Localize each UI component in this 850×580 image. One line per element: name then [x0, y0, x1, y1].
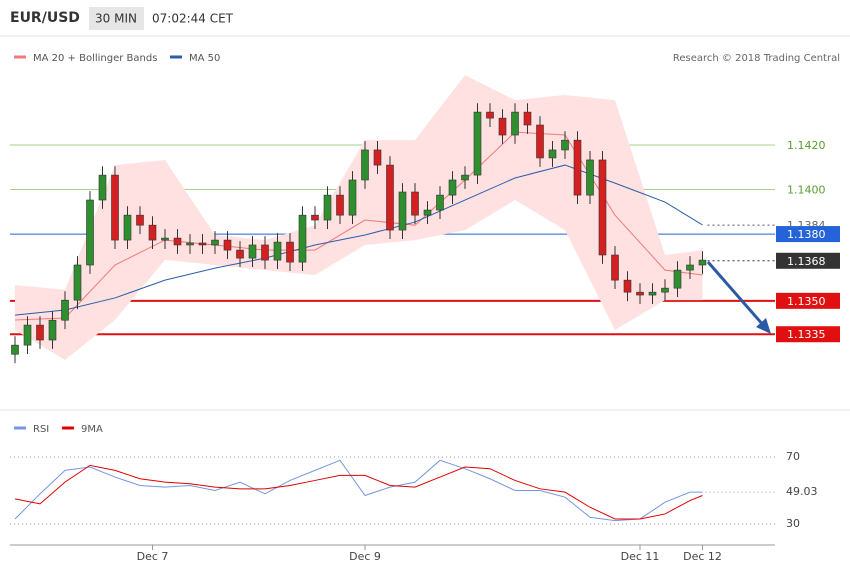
- candle-body: [336, 194, 344, 216]
- candle-body: [286, 241, 294, 263]
- candle-body: [11, 344, 19, 355]
- candle-body: [23, 324, 32, 346]
- candle-body: [298, 214, 307, 263]
- candle-body: [536, 124, 544, 159]
- y-tick-label: 30: [786, 517, 800, 530]
- candle-body: [598, 159, 607, 256]
- candle-body: [211, 239, 219, 246]
- candle-body: [61, 299, 69, 321]
- candle-body: [461, 174, 469, 181]
- candle-body: [86, 199, 94, 266]
- candle-body: [36, 324, 44, 341]
- indicator-line: [14, 131, 703, 321]
- candle-body: [473, 111, 482, 176]
- candle-body: [398, 191, 407, 231]
- legend-label: 9MA: [81, 424, 103, 435]
- candle-body: [73, 264, 82, 301]
- candle-body: [111, 174, 119, 241]
- candle-body: [261, 244, 269, 261]
- candle-body: [573, 139, 582, 196]
- level-label: 1.1400: [787, 184, 826, 197]
- legend-label: RSI: [33, 424, 49, 435]
- level-label: 1.1350: [787, 295, 826, 308]
- candle-body: [486, 111, 494, 119]
- candle-body: [586, 159, 594, 196]
- candle-body: [623, 279, 632, 293]
- candle-body: [248, 244, 257, 259]
- forecast-arrow-head: [756, 318, 771, 334]
- level-label: 1.1335: [787, 328, 826, 341]
- candle-body: [698, 259, 707, 266]
- candle-body: [273, 241, 282, 261]
- forecast-arrow: [706, 261, 766, 327]
- level-label-box: [776, 292, 840, 309]
- candle-body: [198, 242, 207, 246]
- level-label-box: [776, 252, 840, 269]
- candle-body: [548, 149, 557, 159]
- candle-body: [311, 214, 319, 221]
- x-tick-label: Dec 12: [683, 550, 722, 563]
- interval: 30 MIN: [95, 12, 137, 26]
- candle-body: [148, 224, 157, 241]
- candle-body: [173, 237, 182, 246]
- candle-body: [186, 242, 194, 246]
- candle-body: [411, 191, 419, 216]
- candle-body: [48, 319, 57, 341]
- candle-body: [523, 111, 532, 126]
- candle-body: [223, 239, 232, 251]
- candle-body: [98, 174, 107, 201]
- candle-body: [511, 111, 519, 136]
- candle-body: [386, 164, 394, 231]
- interval-box: [89, 7, 144, 30]
- candle-body: [348, 179, 357, 216]
- level-label: 1.1420: [787, 139, 826, 152]
- y-tick-label: 70: [786, 450, 800, 463]
- candle-body: [673, 269, 682, 289]
- candle-body: [498, 117, 507, 136]
- band-layer: 1.14201.14001.13841.13801.13681.13501.13…: [10, 75, 840, 360]
- main-layer: Dec 7 Dec 9 Dec 11 Dec 12 30 70 RSI 9MA 49.03: [10, 103, 818, 563]
- candle-body: [373, 149, 382, 166]
- candle-body: [423, 209, 432, 216]
- candle-body: [236, 249, 244, 259]
- candle-body: [636, 291, 644, 296]
- last-value-label: 49.03: [786, 485, 818, 498]
- x-tick-label: Dec 9: [349, 550, 381, 563]
- indicator-line: [14, 164, 703, 316]
- candle-body: [123, 214, 132, 241]
- level-label: 1.1380: [787, 228, 826, 241]
- time: 07:02:44 CET: [152, 12, 234, 26]
- symbol: EUR/USD: [10, 10, 80, 26]
- rsi-line: [14, 459, 703, 522]
- candle-body: [361, 149, 369, 181]
- level-label: 1.1368: [787, 255, 826, 268]
- candle-body: [611, 254, 619, 281]
- rsi-line: [14, 464, 703, 520]
- candle-body: [436, 194, 444, 211]
- candle-body: [686, 264, 694, 271]
- level-label-box: [776, 226, 840, 243]
- candle-body: [448, 179, 457, 196]
- candle-body: [136, 214, 144, 226]
- candle-body: [161, 237, 169, 241]
- x-tick-label: Dec 7: [137, 550, 169, 563]
- legend-label: MA 20 + Bollinger Bands: [33, 53, 157, 64]
- candle-body: [323, 194, 332, 221]
- level-label-box: [776, 326, 840, 343]
- x-tick-label: Dec 11: [621, 550, 660, 563]
- candle-body: [661, 287, 669, 293]
- candle-body: [648, 291, 657, 296]
- legend-label: MA 50: [189, 53, 220, 64]
- candle-body: [561, 139, 569, 151]
- source: Research © 2018 Trading Central: [673, 53, 840, 64]
- bollinger-band: [15, 75, 703, 360]
